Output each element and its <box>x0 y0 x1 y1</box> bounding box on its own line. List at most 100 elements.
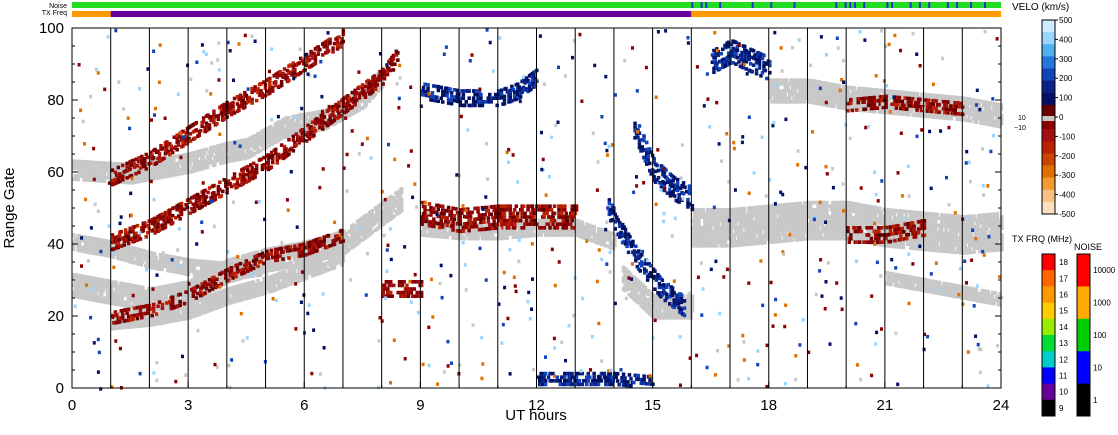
data-cell <box>316 124 320 129</box>
data-cell <box>286 115 291 120</box>
data-cell <box>784 217 788 221</box>
data-cell <box>166 254 170 258</box>
data-cell <box>400 201 404 206</box>
data-cell <box>736 232 741 237</box>
data-cell <box>285 126 289 131</box>
data-cell <box>101 285 105 290</box>
data-cell <box>634 288 639 293</box>
data-cell <box>373 221 377 225</box>
data-cell <box>74 163 79 167</box>
data-cell <box>636 300 640 305</box>
data-cell <box>86 239 91 244</box>
data-cell <box>252 152 257 156</box>
data-cell <box>119 322 123 326</box>
data-cell <box>304 276 309 280</box>
data-cell <box>132 302 136 306</box>
data-cell <box>199 312 203 316</box>
data-cell <box>665 308 670 313</box>
data-cell <box>337 256 341 261</box>
data-cell <box>539 233 543 237</box>
data-cell <box>775 207 779 211</box>
data-cell <box>316 128 320 132</box>
txfreq-segment <box>72 11 111 17</box>
data-cell <box>120 281 124 286</box>
data-cell <box>803 212 807 216</box>
data-cell <box>709 211 713 216</box>
data-cell <box>72 244 76 248</box>
data-cell <box>492 236 496 241</box>
data-cell <box>716 222 720 226</box>
data-cell <box>745 242 750 247</box>
data-cell <box>238 153 242 158</box>
data-cell <box>438 234 442 239</box>
data-cell <box>119 288 123 293</box>
data-cell <box>723 222 728 226</box>
data-cell <box>668 308 673 313</box>
data-cell <box>751 206 756 210</box>
data-cell <box>198 163 202 168</box>
data-cell <box>530 230 535 234</box>
data-cell <box>495 229 499 234</box>
data-cell <box>141 285 145 290</box>
data-cell <box>321 263 325 267</box>
data-cell <box>168 319 172 324</box>
data-cell <box>373 92 377 97</box>
data-cell <box>331 259 335 263</box>
data-cell <box>711 240 716 244</box>
data-cell <box>498 229 502 234</box>
data-cell <box>201 279 205 284</box>
data-cell <box>126 248 130 252</box>
data-cell <box>172 166 176 170</box>
data-cell <box>163 257 167 261</box>
data-cell <box>164 284 169 288</box>
data-cell <box>148 294 152 298</box>
data-cell <box>94 291 98 295</box>
data-cell <box>392 214 397 218</box>
data-cell <box>342 112 347 117</box>
data-cell <box>301 273 306 278</box>
noise-bar-spot <box>891 2 894 8</box>
data-cell <box>599 231 604 236</box>
data-cell <box>713 222 717 226</box>
data-cell <box>634 292 639 296</box>
data-cell <box>223 153 227 157</box>
data-cell <box>150 159 154 163</box>
noise-bar-spot <box>863 2 866 8</box>
data-cell <box>200 148 204 153</box>
data-cell <box>133 261 138 265</box>
data-cell <box>317 110 322 114</box>
data-cell <box>115 326 119 330</box>
data-cell <box>357 236 361 241</box>
data-cell <box>86 293 91 298</box>
data-cell <box>79 174 83 178</box>
data-cell <box>816 226 820 230</box>
data-cell <box>255 266 260 271</box>
data-cell <box>334 258 338 262</box>
data-cell <box>810 208 814 212</box>
data-cell <box>89 178 94 183</box>
data-cell <box>763 230 767 234</box>
data-cell <box>107 172 111 176</box>
data-cell <box>357 108 361 112</box>
data-cell <box>187 309 191 313</box>
data-cell <box>141 256 145 260</box>
data-cell <box>185 305 190 310</box>
data-cell <box>220 146 225 151</box>
data-cell <box>276 138 280 143</box>
data-cell <box>150 173 154 178</box>
data-cell <box>205 165 210 169</box>
data-cell <box>445 235 449 240</box>
data-cell <box>130 290 135 295</box>
data-cell <box>73 291 77 295</box>
data-cell <box>217 268 222 272</box>
data-cell <box>314 114 319 118</box>
noise-bar-spot <box>705 2 708 8</box>
data-cell <box>726 208 731 212</box>
data-cell <box>169 269 173 273</box>
data-cell <box>150 323 154 327</box>
data-cell <box>395 190 400 194</box>
data-cell <box>238 258 242 263</box>
data-cell <box>210 153 214 157</box>
data-cell <box>441 231 445 236</box>
data-cell <box>735 214 739 219</box>
